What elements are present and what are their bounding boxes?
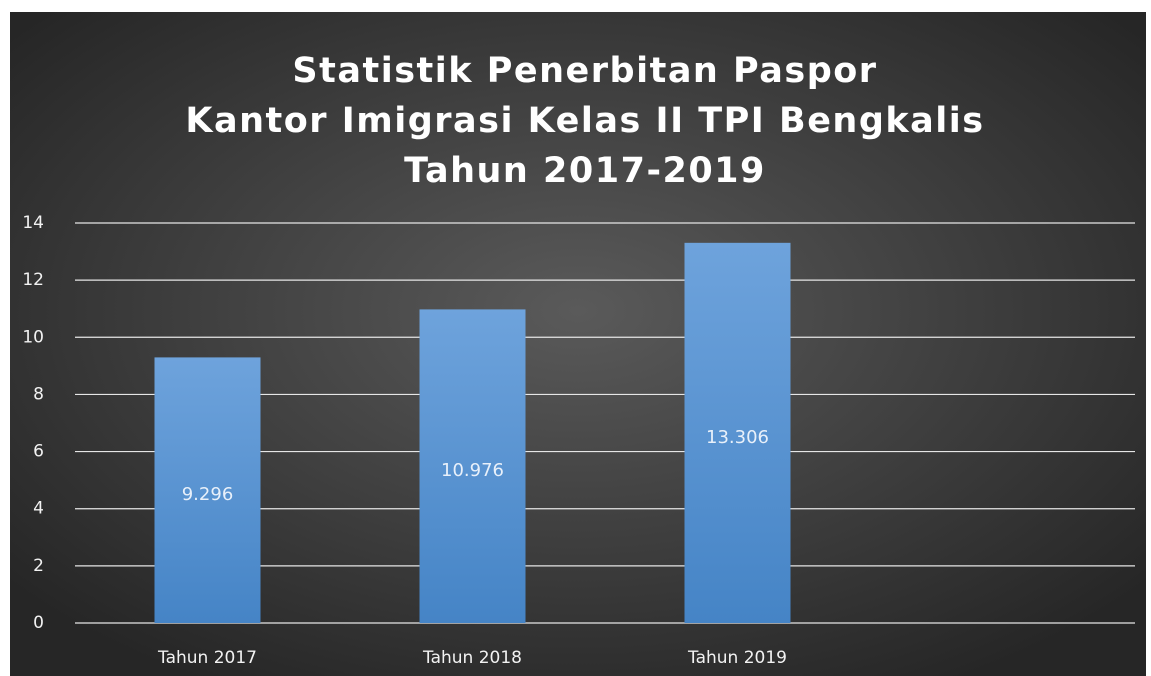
x-tick-label: Tahun 2018 (422, 648, 522, 668)
bar (684, 242, 791, 624)
y-tick-label: 14 (22, 213, 44, 233)
chart-title: Tahun 2017-2019 (404, 151, 766, 191)
chart-title: Statistik Penerbitan Paspor (292, 51, 877, 91)
y-tick-label: 10 (22, 327, 44, 347)
x-tick-label: Tahun 2019 (687, 648, 787, 668)
y-tick-label: 8 (33, 384, 44, 404)
x-tick-label: Tahun 2017 (157, 648, 257, 668)
y-tick-label: 12 (22, 270, 44, 290)
y-tick-label: 4 (33, 499, 44, 519)
chart-title: Kantor Imigrasi Kelas II TPI Bengkalis (185, 101, 984, 141)
y-tick-label: 2 (33, 556, 44, 576)
value-label: 10.976 (441, 460, 504, 481)
value-label: 9.296 (182, 484, 234, 505)
y-tick-label: 0 (33, 613, 44, 633)
y-tick-label: 6 (33, 442, 44, 462)
bar (419, 309, 526, 623)
value-label: 13.306 (706, 427, 769, 448)
bar (154, 357, 261, 623)
